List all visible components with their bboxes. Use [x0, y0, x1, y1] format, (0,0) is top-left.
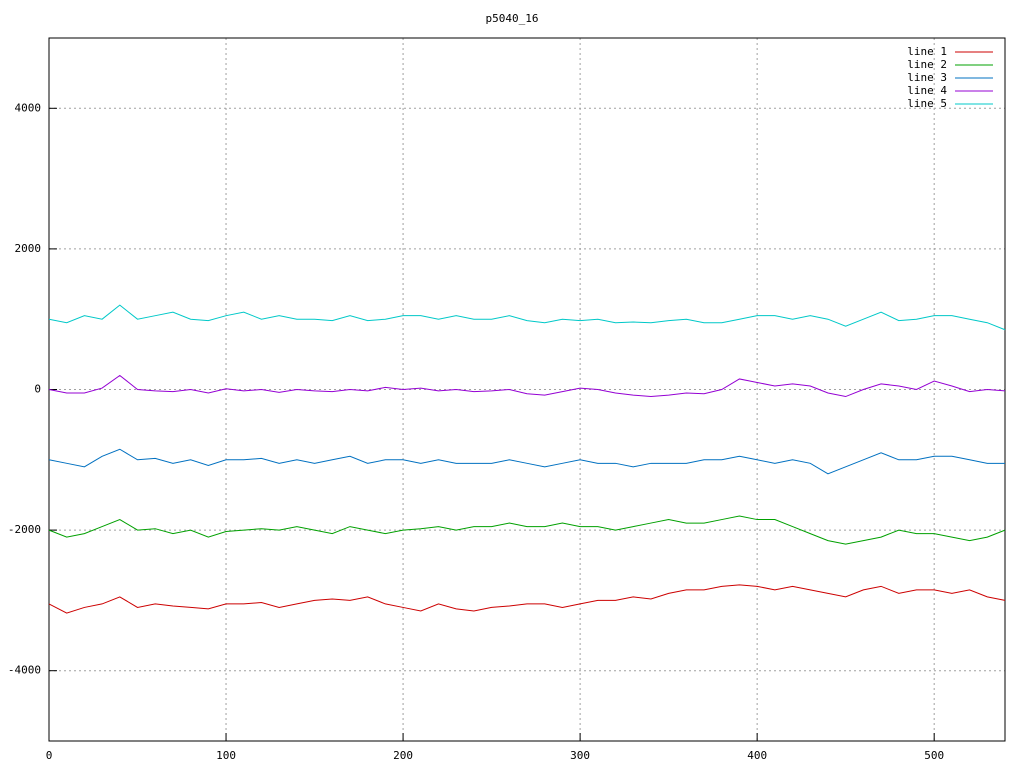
y-tick-label: -4000: [8, 664, 41, 677]
y-tick-label: 2000: [15, 242, 42, 255]
legend-label: line 5: [907, 97, 947, 110]
legend-label: line 4: [907, 84, 947, 97]
x-tick-label: 400: [747, 749, 767, 762]
legend-label: line 2: [907, 58, 947, 71]
x-tick-label: 0: [46, 749, 53, 762]
x-tick-label: 100: [216, 749, 236, 762]
data-line: [48, 304, 1006, 331]
data-line: [48, 374, 1006, 398]
legend-label: line 1: [907, 45, 947, 58]
y-tick-label: 0: [34, 383, 41, 396]
data-line: [48, 448, 1005, 475]
legend-label: line 3: [907, 71, 947, 84]
x-tick-label: 300: [570, 749, 590, 762]
x-tick-label: 200: [393, 749, 413, 762]
data-line: [48, 515, 1006, 545]
y-tick-label: 4000: [15, 101, 42, 114]
chart-title: p5040_16: [486, 12, 539, 25]
data-line: [48, 584, 1006, 614]
y-tick-label: -2000: [8, 523, 41, 536]
x-tick-label: 500: [924, 749, 944, 762]
